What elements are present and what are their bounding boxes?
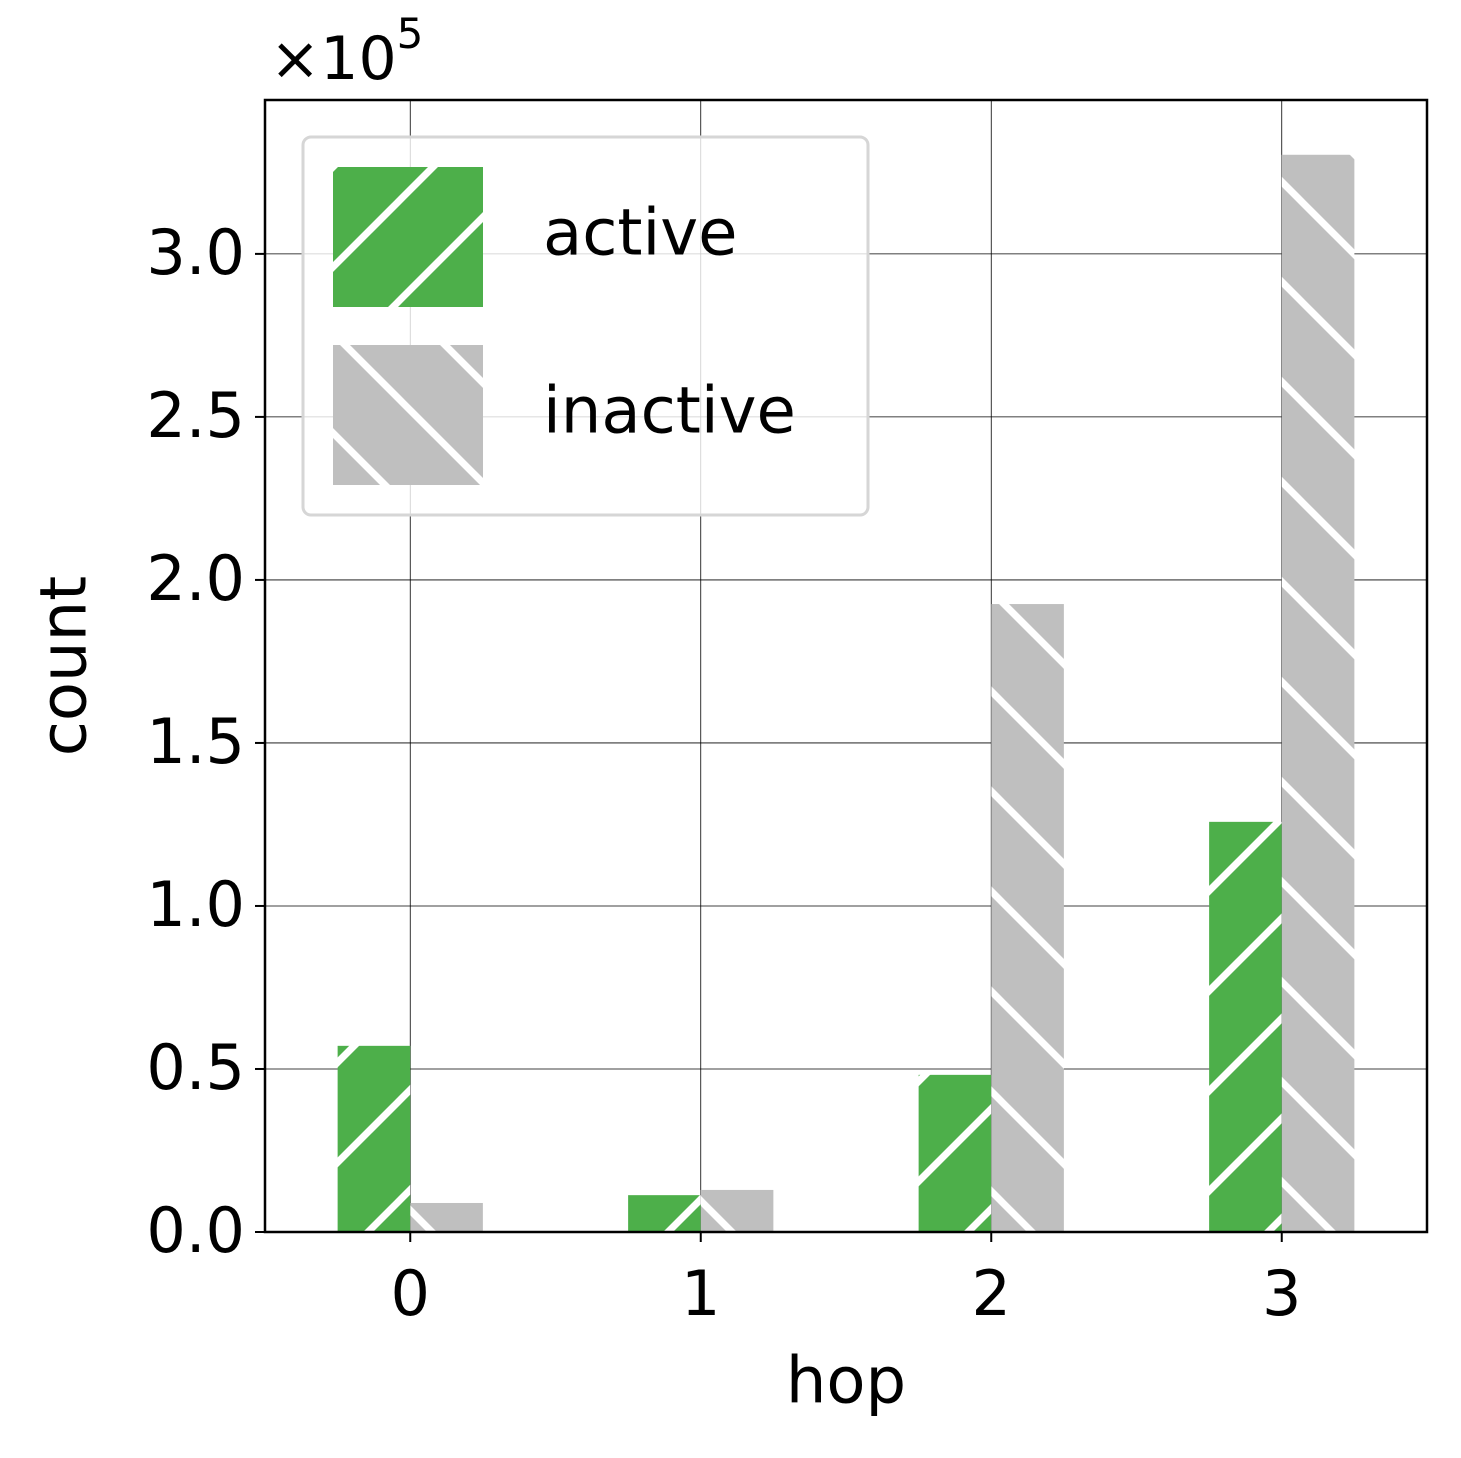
x-tick-label: 1 [681, 1257, 720, 1330]
bar [337, 1045, 411, 1232]
bar [991, 604, 1064, 1232]
y-tick-label: 1.0 [146, 868, 245, 941]
bar [918, 1074, 992, 1232]
x-tick-label: 3 [1262, 1257, 1301, 1330]
bar [1281, 154, 1355, 1233]
legend-label: active [543, 197, 738, 271]
bar [700, 1189, 774, 1232]
legend-label: inactive [543, 375, 796, 449]
legend-swatch [333, 345, 483, 485]
x-tick-label: 2 [972, 1257, 1011, 1330]
legend-swatch [333, 167, 483, 307]
y-offset-exponent: 5 [397, 9, 424, 58]
y-offset-base: ×10 [270, 24, 397, 94]
plot-frame [263, 98, 1429, 1234]
x-axis-label: hop [786, 1345, 906, 1419]
y-offset-label: ×105 [270, 9, 423, 94]
y-tick-label: 3.0 [146, 216, 245, 289]
bar [628, 1195, 701, 1232]
y-axis-label: count [28, 576, 102, 757]
y-tick-label: 1.5 [146, 705, 245, 778]
y-tick-label: 2.0 [146, 542, 245, 615]
y-tick-label: 2.5 [146, 379, 245, 452]
y-tick-label: 0.0 [146, 1194, 245, 1267]
bar [410, 1202, 483, 1232]
x-tick-label: 0 [391, 1257, 430, 1330]
y-tick-label: 0.5 [146, 1031, 245, 1104]
bar [1209, 821, 1282, 1232]
